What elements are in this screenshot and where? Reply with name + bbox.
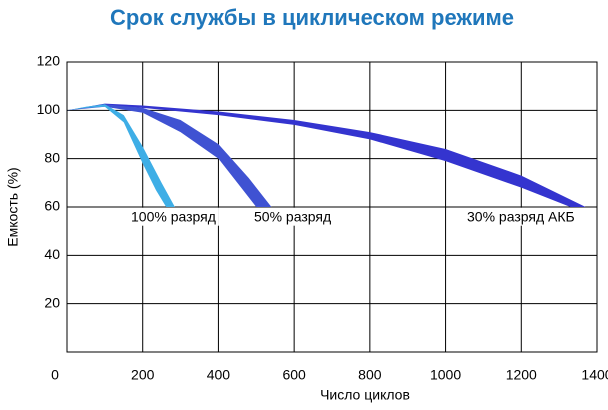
x-tick-label: 400 bbox=[207, 367, 231, 383]
x-tick-label: 600 bbox=[282, 367, 306, 383]
x-tick-label: 0 bbox=[51, 367, 59, 383]
y-tick-label: 20 bbox=[44, 294, 60, 310]
x-tick-label: 800 bbox=[358, 367, 382, 383]
y-tick-label: 40 bbox=[44, 246, 60, 262]
y-tick-label: 80 bbox=[44, 149, 60, 165]
series-label-bg bbox=[128, 207, 219, 226]
capacity-band bbox=[67, 104, 175, 207]
series-label-bg bbox=[464, 207, 578, 226]
series-label: 100% разряд bbox=[131, 209, 216, 225]
series-label-bg bbox=[251, 207, 335, 226]
x-tick-label: 1400 bbox=[581, 367, 608, 383]
x-tick-label: 1200 bbox=[506, 367, 537, 383]
y-axis-label: Емкость (%) bbox=[5, 167, 21, 246]
chart-title: Срок службы в циклическом режиме bbox=[110, 5, 514, 30]
y-tick-label: 120 bbox=[37, 53, 61, 69]
x-axis-label: Число циклов bbox=[320, 387, 410, 403]
x-tick-label: 200 bbox=[131, 367, 155, 383]
x-tick-label: 1000 bbox=[430, 367, 461, 383]
capacity-band bbox=[67, 104, 272, 207]
series-label: 50% разряд bbox=[254, 209, 331, 225]
series-label: 30% разряд АКБ bbox=[467, 209, 575, 225]
y-tick-label: 100 bbox=[37, 101, 61, 117]
y-tick-label: 60 bbox=[44, 198, 60, 214]
